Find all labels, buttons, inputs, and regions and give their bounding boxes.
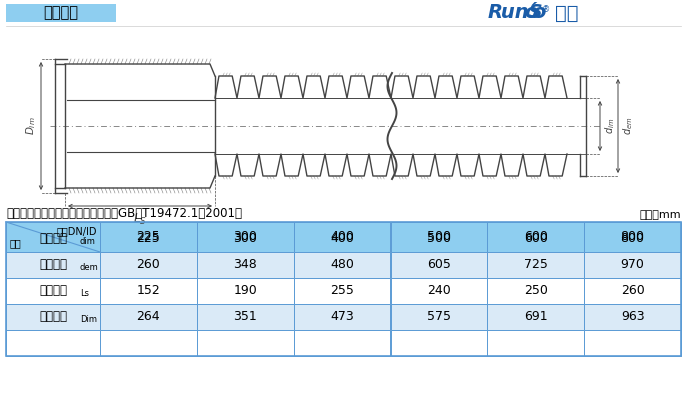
Bar [487,222,584,252]
Text: 260: 260 [137,259,160,272]
Text: 725: 725 [523,259,548,272]
Bar [6,304,100,330]
Bar [390,252,487,278]
Text: 单位：mm: 单位：mm [640,210,681,220]
Text: 691: 691 [524,310,548,324]
Text: $d_{im}$: $d_{im}$ [603,118,617,134]
Text: 225: 225 [137,230,160,244]
Text: 规格DN/ID: 规格DN/ID [56,226,97,236]
Text: 平均外径: 平均外径 [39,257,67,270]
Bar [197,304,293,330]
Bar [293,304,390,330]
Text: 348: 348 [234,259,257,272]
Text: 600: 600 [523,232,548,246]
Bar [6,222,681,356]
Text: 400: 400 [330,232,354,246]
Bar [6,222,100,252]
Text: 承口内径: 承口内径 [39,310,67,322]
Text: 项目: 项目 [10,238,22,248]
Bar [584,222,681,252]
Bar [584,304,681,330]
Text: o: o [532,4,545,23]
Text: $D_{im}$: $D_{im}$ [24,117,38,135]
Text: 255: 255 [330,284,354,297]
Text: RunS: RunS [488,4,543,23]
Bar [293,252,390,278]
Text: 承口深度: 承口深度 [39,284,67,297]
Text: Dim: Dim [80,316,97,324]
Text: $d_{em}$: $d_{em}$ [621,117,635,135]
Text: 260: 260 [621,284,644,297]
Text: 963: 963 [621,310,644,324]
Text: ®: ® [542,6,550,15]
Bar [487,252,584,278]
Bar [293,330,390,356]
Text: 500: 500 [427,230,451,244]
Bar [584,252,681,278]
Text: 平均内径: 平均内径 [39,232,67,244]
Text: Ls: Ls [80,289,89,299]
Bar [487,278,584,304]
Text: 152: 152 [137,284,160,297]
Text: 管件规格: 管件规格 [43,6,78,21]
Bar [293,222,390,252]
Text: 970: 970 [620,259,644,272]
Bar [197,330,293,356]
Text: 400: 400 [330,230,354,244]
Bar [390,222,487,252]
Text: 190: 190 [234,284,257,297]
Text: $L_S$: $L_S$ [133,212,147,227]
Bar [100,222,197,252]
Text: 润硕: 润硕 [555,4,578,23]
Text: 225: 225 [137,232,160,246]
Bar [487,330,584,356]
Text: 240: 240 [427,284,451,297]
Bar [584,330,681,356]
Text: 500: 500 [427,232,451,246]
Bar [197,222,293,252]
Bar [100,330,197,356]
Text: dem: dem [80,263,99,272]
Text: dim: dim [80,238,96,246]
Text: 264: 264 [137,310,160,324]
Text: ó: ó [524,4,537,23]
Text: 351: 351 [234,310,257,324]
Text: 高密度聚乙烯双壁波纹管规格尺寸（GB／T19472.1－2001）: 高密度聚乙烯双壁波纹管规格尺寸（GB／T19472.1－2001） [6,207,242,220]
Text: 605: 605 [427,259,451,272]
Text: 600: 600 [523,230,548,244]
Text: 300: 300 [234,230,257,244]
Bar [487,304,584,330]
Text: 800: 800 [620,230,644,244]
Bar [6,330,100,356]
Bar [584,278,681,304]
Text: 575: 575 [427,310,451,324]
Bar [390,304,487,330]
Bar [6,252,100,278]
Bar [197,252,293,278]
Bar [293,278,390,304]
Text: 800: 800 [620,232,644,246]
Bar [390,278,487,304]
Bar [100,304,197,330]
Bar [197,278,293,304]
Bar [100,278,197,304]
Text: 473: 473 [330,310,354,324]
Bar [390,330,487,356]
Bar [100,252,197,278]
Text: 250: 250 [523,284,548,297]
Text: 480: 480 [330,259,354,272]
Bar [6,4,116,22]
Text: 300: 300 [234,232,257,246]
Bar [6,278,100,304]
